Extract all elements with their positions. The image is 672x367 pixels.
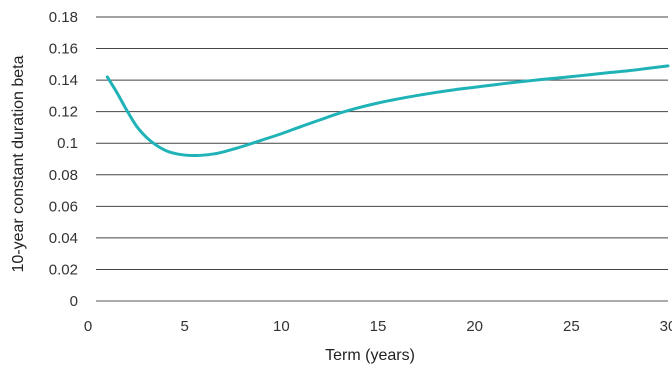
x-tick-label: 10 <box>273 318 290 335</box>
series-line-0 <box>105 64 670 158</box>
y-tick-label: 0.18 <box>49 9 78 26</box>
y-tick-label: 0.16 <box>49 41 78 58</box>
x-tick-label: 5 <box>180 318 188 335</box>
x-tick-label: 25 <box>563 318 580 335</box>
x-tick-label: 20 <box>466 318 483 335</box>
y-axis-tick-labels: 0 0.02 0.04 0.06 0.08 0.1 0.12 0.14 0.16 0.18 <box>49 9 78 310</box>
y-axis-title: 10-year constant duration beta <box>10 55 27 272</box>
y-tick-label: 0.14 <box>49 72 78 89</box>
y-tick-label: 0.12 <box>49 104 78 121</box>
y-tick-label: 0.02 <box>49 261 78 278</box>
y-tick-label: 0.08 <box>49 167 78 184</box>
x-axis-tick-labels: 0 5 10 15 20 25 30 <box>84 318 672 335</box>
series-layer <box>105 64 670 158</box>
y-tick-label: 0.04 <box>49 230 78 247</box>
x-tick-label: 15 <box>370 318 387 335</box>
y-tick-label: 0.06 <box>49 198 78 215</box>
gridlines <box>96 16 668 302</box>
x-axis-title: Term (years) <box>325 347 415 364</box>
y-tick-label: 0 <box>70 293 78 310</box>
y-tick-label: 0.1 <box>57 135 78 152</box>
x-tick-label: 0 <box>84 318 92 335</box>
x-tick-label: 30 <box>660 318 672 335</box>
